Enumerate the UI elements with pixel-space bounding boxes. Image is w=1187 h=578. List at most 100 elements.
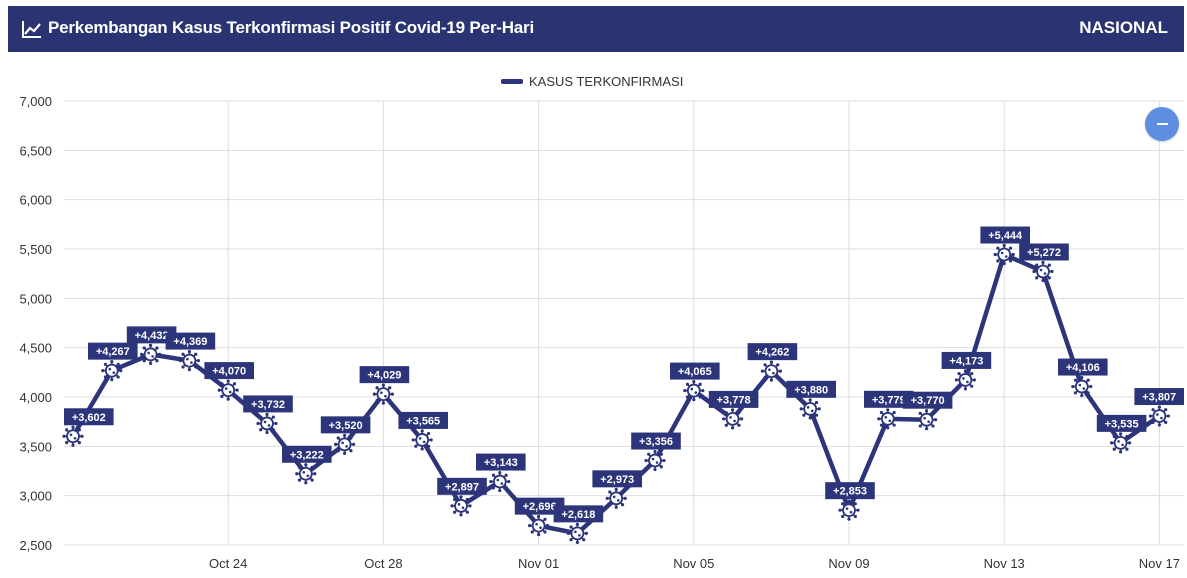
virus-dot [500,482,504,485]
virus-spike-tip [569,525,573,529]
virus-spike-tip [614,505,618,509]
data-label: +5,272 [1019,243,1069,261]
virus-spike-tip [886,408,890,412]
virus-icon [62,425,84,447]
virus-spike-tip [970,384,974,388]
virus-dot [306,474,310,478]
virus-spike-tip [116,362,120,366]
zoom-out-button[interactable] [1145,107,1179,141]
data-label-text: +3,732 [251,399,285,411]
virus-spike-tip [760,369,764,373]
virus-icon [217,379,239,401]
virus-icon [1110,432,1132,454]
virus-spike-tip [737,423,741,427]
markers [62,243,1170,544]
virus-spike-tip [653,449,657,454]
virus-dot [535,522,538,526]
virus-spike-tip [931,411,935,415]
virus-body [298,466,313,481]
virus-spike-tip [856,508,860,512]
virus-spike-tip [614,487,618,491]
virus-icon [644,449,666,472]
virus-spike-tip [724,410,728,415]
virus-spike-tip [375,398,379,403]
virus-spike-tip [77,428,81,432]
virus-dot [345,445,348,448]
virus-spike-tip [1080,375,1084,380]
virus-spike-tip [1011,252,1015,257]
virus-spike-tip [808,416,812,420]
virus-spike-tip [259,428,263,432]
virus-spike-tip [737,410,741,415]
virus-spike-tip [390,392,394,396]
virus-spike-tip [491,486,496,490]
data-label: +3,778 [708,390,759,408]
data-label-text: +3,778 [717,394,751,406]
virus-spike-tip [1002,243,1006,248]
virus-icon [1032,260,1054,283]
virus-spike-tip [802,413,806,417]
virus-spike-tip [304,463,308,467]
minus-icon [1156,123,1168,125]
data-label: +3,222 [282,445,332,463]
virus-body [880,411,895,426]
virus-body [919,412,934,427]
virus-spike-tip [584,531,588,535]
virus-spike-tip [543,530,547,534]
virus-spike-tip [181,352,185,356]
virus-spike-tip [918,411,922,415]
virus-icon [334,433,356,455]
virus-spike-tip [1086,378,1090,382]
data-label: +3,143 [476,453,526,471]
virus-spike-tip [1151,420,1155,425]
virus-dot [1082,387,1086,390]
virus-spike-tip [537,515,541,519]
virus-spike-tip [1008,246,1013,250]
virus-spike-tip [388,398,392,403]
virus-spike-tip [265,412,269,417]
virus-spike-tip [653,467,657,472]
virus-spike-tip [187,367,191,372]
data-label-text: +2,853 [833,486,867,498]
virus-spike-tip [722,417,726,421]
virus-dot [496,478,500,482]
virus-icon [993,243,1015,266]
virus-spike-tip [1119,432,1123,436]
virus-spike-tip [957,384,961,388]
virus-dot [690,387,694,391]
y-tick-label: 6,500 [19,143,52,158]
virus-body [1152,409,1167,423]
virus-spike-tip [892,410,896,415]
data-label: +4,432 [126,326,177,344]
virus-spike-tip [119,369,123,373]
virus-spike-tip [259,415,263,419]
virus-icon [256,412,278,435]
virus-dot [186,357,189,361]
virus-spike-tip [1050,269,1054,274]
y-tick-label: 4,500 [19,341,52,356]
data-label-box [864,390,914,408]
virus-spike-tip [414,444,418,448]
y-tick-label: 3,000 [19,489,52,504]
data-label-text: +3,770 [911,395,945,407]
data-label: +4,369 [165,332,216,350]
virus-spike-tip [414,431,418,436]
virus-spike-tip [411,438,415,442]
virus-dot [1039,268,1043,272]
virus-dot [73,436,77,440]
virus-spike-tip [685,382,690,386]
virus-spike-tip [608,503,612,507]
data-label: +3,770 [902,391,953,409]
virus-spike-tip [304,481,308,485]
virus-dot [267,424,271,427]
virus-spike-tip [1119,450,1123,454]
data-label: +2,897 [437,477,487,495]
virus-spike-tip [808,398,812,402]
data-label-text: +3,356 [639,436,673,448]
virus-spike-tip [731,408,735,412]
virus-spike-tip [530,530,534,534]
virus-icon [605,487,627,509]
virus-icon [411,429,433,451]
virus-spike-tip [149,343,153,347]
virus-spike-tip [1112,447,1116,451]
